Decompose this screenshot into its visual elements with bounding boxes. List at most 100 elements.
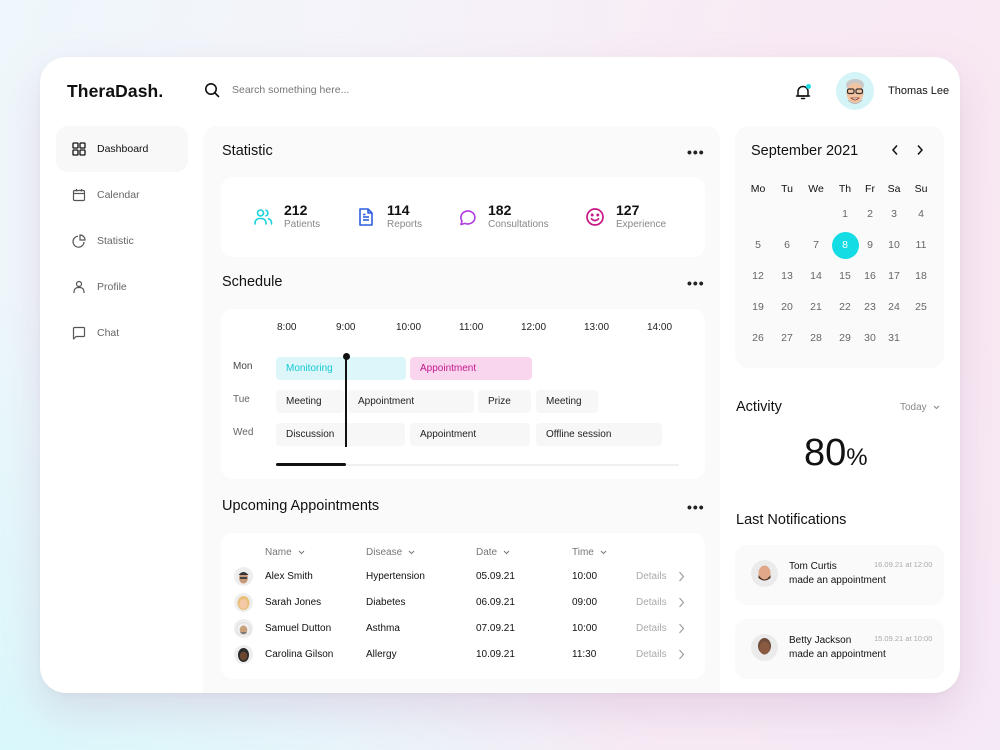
schedule-card: 8:00 9:00 10:00 11:00 12:00 13:00 14:00 … [221, 309, 705, 479]
notifications-button[interactable] [794, 83, 812, 101]
calendar-day[interactable]: 18 [915, 270, 927, 282]
statistic-more-button[interactable]: ••• [687, 144, 705, 160]
avatar [234, 645, 253, 664]
activity-period-dropdown[interactable]: Today [900, 402, 940, 413]
calendar-day[interactable]: 25 [915, 301, 927, 313]
user-avatar[interactable] [836, 72, 874, 110]
sidebar-item-statistic[interactable]: Statistic [56, 218, 188, 264]
patient-name: Carolina Gilson [265, 649, 334, 660]
schedule-event[interactable]: Prize [478, 390, 531, 413]
weekday-label: Tu [781, 183, 793, 195]
weekday-label: Sa [887, 183, 901, 195]
table-row[interactable]: Alex Smith Hypertension 05.09.21 10:00 D… [221, 564, 705, 590]
calendar-day[interactable]: 13 [781, 270, 793, 282]
calendar-next-button[interactable] [913, 143, 927, 157]
calendar-day[interactable]: 14 [810, 270, 822, 282]
calendar-day[interactable]: 9 [867, 239, 873, 251]
calendar-day[interactable]: 12 [752, 270, 764, 282]
schedule-event[interactable]: Appointment [410, 357, 532, 380]
bell-icon [795, 85, 811, 100]
column-label: Date [476, 547, 498, 558]
calendar-day[interactable]: 15 [839, 270, 851, 282]
sidebar-item-chat[interactable]: Chat [56, 310, 188, 356]
schedule-scrollbar-thumb[interactable] [276, 463, 346, 466]
search-input[interactable] [232, 84, 432, 96]
chevron-down-icon [408, 550, 415, 555]
sidebar-item-calendar[interactable]: Calendar [56, 172, 188, 218]
disease: Hypertension [366, 571, 425, 582]
avatar-memoji-icon [238, 648, 249, 662]
chevron-right-icon[interactable] [678, 597, 685, 608]
calendar-day[interactable]: 2 [867, 208, 873, 220]
calendar-day[interactable]: 23 [864, 301, 876, 313]
calendar-day[interactable]: 10 [888, 239, 900, 251]
calendar-day[interactable]: 20 [781, 301, 793, 313]
notification-text: made an appointment [789, 649, 886, 660]
calendar-day[interactable]: 5 [755, 239, 761, 251]
calendar-prev-button[interactable] [888, 143, 902, 157]
schedule-event[interactable]: Meeting [276, 390, 344, 413]
column-header-name[interactable]: Name [265, 547, 305, 558]
details-link[interactable]: Details [636, 597, 667, 608]
calendar-day[interactable]: 30 [864, 332, 876, 344]
calendar-day[interactable]: 3 [891, 208, 897, 220]
calendar-day[interactable]: 27 [781, 332, 793, 344]
schedule-event[interactable]: Appointment [410, 423, 530, 446]
calendar-day[interactable]: 21 [810, 301, 822, 313]
search-bar[interactable] [204, 82, 432, 98]
schedule-scrollbar-track[interactable] [276, 464, 679, 466]
chevron-right-icon[interactable] [678, 649, 685, 660]
schedule-title: Schedule [222, 274, 283, 290]
avatar [234, 567, 253, 586]
chevron-right-icon[interactable] [678, 571, 685, 582]
calendar-day[interactable]: 1 [842, 208, 848, 220]
column-header-time[interactable]: Time [572, 547, 607, 558]
details-link[interactable]: Details [636, 649, 667, 660]
table-row[interactable]: Sarah Jones Diabetes 06.09.21 09:00 Deta… [221, 590, 705, 616]
calendar-day[interactable]: 26 [752, 332, 764, 344]
calendar-icon [72, 189, 86, 202]
date: 06.09.21 [476, 597, 515, 608]
calendar-day-selected[interactable]: 8 [831, 231, 859, 259]
avatar [234, 593, 253, 612]
current-time-line [345, 356, 347, 447]
schedule-event[interactable]: Offline session [536, 423, 662, 446]
document-icon [359, 208, 373, 226]
chevron-right-icon[interactable] [678, 623, 685, 634]
calendar-day[interactable]: 11 [915, 239, 927, 251]
sidebar-item-label: Profile [97, 281, 127, 293]
calendar-day[interactable]: 7 [813, 239, 819, 251]
sidebar-nav: Dashboard Calendar Statistic Profile [56, 126, 188, 356]
disease: Allergy [366, 649, 397, 660]
column-label: Name [265, 547, 292, 558]
calendar-day[interactable]: 31 [888, 332, 900, 344]
calendar-day[interactable]: 17 [888, 270, 900, 282]
calendar-day[interactable]: 24 [888, 301, 900, 313]
schedule-event[interactable]: Meeting [536, 390, 598, 413]
calendar-day[interactable]: 16 [864, 270, 876, 282]
column-header-date[interactable]: Date [476, 547, 510, 558]
schedule-event[interactable]: Appointment [348, 390, 474, 413]
column-header-disease[interactable]: Disease [366, 547, 415, 558]
calendar-day[interactable]: 28 [810, 332, 822, 344]
notifications-title: Last Notifications [736, 512, 847, 528]
details-link[interactable]: Details [636, 623, 667, 634]
calendar-day[interactable]: 29 [839, 332, 851, 344]
calendar-day[interactable]: 19 [752, 301, 764, 313]
schedule-event[interactable]: Monitoring [276, 357, 406, 380]
schedule-more-button[interactable]: ••• [687, 275, 705, 291]
calendar-day[interactable]: 4 [918, 208, 924, 220]
table-row[interactable]: Carolina Gilson Allergy 10.09.21 11:30 D… [221, 642, 705, 668]
notification-time: 15.09.21 at 10:00 [874, 634, 933, 643]
calendar-day[interactable]: 6 [784, 239, 790, 251]
calendar-widget: September 2021 Mo Tu We Th Fr Sa Su 1 2 3 4 5 6 7 8 9 10… [735, 126, 944, 368]
table-row[interactable]: Samuel Dutton Asthma 07.09.21 10:00 Deta… [221, 616, 705, 642]
schedule-event[interactable]: Discussion [276, 423, 405, 446]
sidebar-item-profile[interactable]: Profile [56, 264, 188, 310]
notification-item[interactable]: Tom Curtis made an appointment 16.09.21 … [735, 545, 944, 605]
notification-item[interactable]: Betty Jackson made an appointment 15.09.… [735, 619, 944, 679]
sidebar-item-dashboard[interactable]: Dashboard [56, 126, 188, 172]
calendar-day[interactable]: 22 [839, 301, 851, 313]
appointments-more-button[interactable]: ••• [687, 499, 705, 515]
details-link[interactable]: Details [636, 571, 667, 582]
